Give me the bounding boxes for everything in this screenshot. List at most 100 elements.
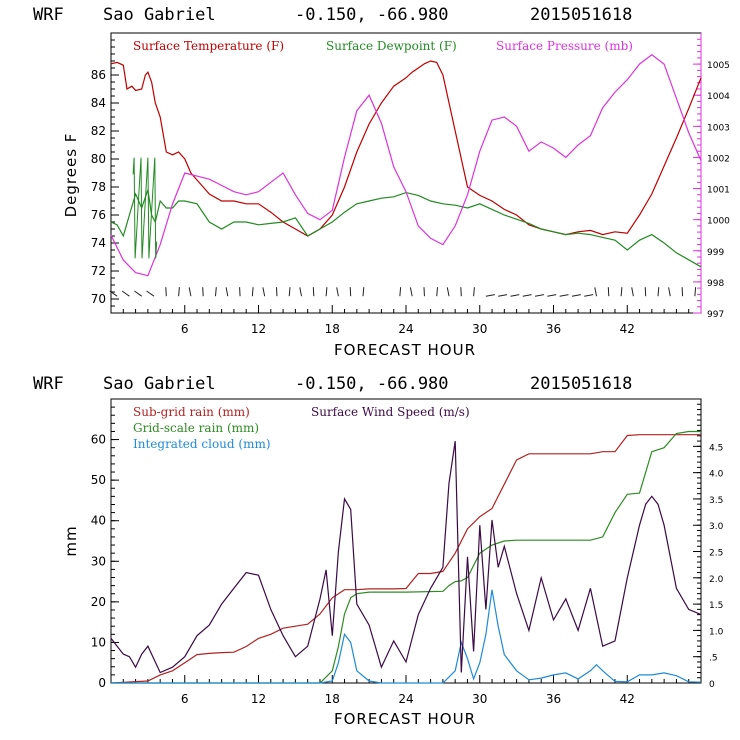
top-y2tick-label: 998 bbox=[707, 279, 724, 289]
wind-barb bbox=[312, 287, 315, 297]
top-y2tick-label: 1003 bbox=[707, 123, 730, 133]
legend-subgrid-rain: Sub-grid rain (mm) bbox=[133, 405, 250, 419]
legend-integrated-cloud: Integrated cloud (mm) bbox=[133, 437, 271, 451]
top-ytick-label: 80 bbox=[91, 152, 106, 166]
bottom-xtick-label: 42 bbox=[620, 692, 635, 706]
top-plot-frame bbox=[110, 32, 702, 314]
top-y2tick-label: 997 bbox=[707, 310, 724, 320]
wind-barb bbox=[473, 287, 475, 297]
top-ytick-label: 86 bbox=[91, 68, 106, 82]
wind-barb bbox=[262, 287, 266, 297]
bottom-ytick-label: 0 bbox=[98, 676, 106, 690]
bottom-axis-ticks: 6 12 18 24 30 36 42 0 10 20 30 40 50 60 0 .5 1.0 1.5 2.0 2.… bbox=[91, 398, 724, 706]
top-ytick-label: 84 bbox=[91, 96, 106, 110]
wind-barb bbox=[522, 294, 532, 297]
bottom-y2tick-label: 2.0 bbox=[709, 575, 724, 585]
top-ytick-label: 72 bbox=[91, 264, 106, 278]
bottom-y-axis-label: mm bbox=[62, 525, 80, 556]
legend-wind-speed: Surface Wind Speed (m/s) bbox=[311, 405, 470, 419]
legend-dewpoint: Surface Dewpoint (F) bbox=[326, 39, 457, 53]
wind-barb bbox=[571, 294, 581, 297]
wind-barb bbox=[657, 287, 660, 297]
bottom-ytick-label: 60 bbox=[91, 433, 106, 447]
bottom-ytick-label: 20 bbox=[91, 595, 106, 609]
top-xtick-label: 12 bbox=[251, 322, 266, 336]
bottom-x-axis-label: FORECAST HOUR bbox=[334, 710, 476, 728]
wind-barb bbox=[251, 287, 254, 297]
wind-barb bbox=[584, 294, 594, 297]
wind-barb bbox=[631, 287, 634, 297]
bottom-y2tick-label: 1.0 bbox=[709, 627, 724, 637]
bottom-ytick-label: 40 bbox=[91, 514, 106, 528]
top-xtick-label: 18 bbox=[325, 322, 340, 336]
wind-barb bbox=[607, 287, 610, 297]
temperature-line bbox=[110, 60, 702, 237]
pressure-line bbox=[110, 54, 702, 277]
top-xtick-label: 42 bbox=[620, 322, 635, 336]
wind-barb bbox=[668, 287, 671, 297]
wind-barb bbox=[188, 287, 192, 297]
wind-barb bbox=[498, 294, 508, 297]
top-title-coords: -0.150, -66.980 bbox=[295, 5, 449, 25]
wind-barb bbox=[485, 294, 495, 297]
wind-barb bbox=[325, 287, 328, 297]
bottom-y2tick-label: 3.0 bbox=[709, 522, 724, 532]
top-title-station: Sao Gabriel bbox=[103, 5, 216, 25]
bottom-panel: WRF Sao Gabriel -0.150, -66.980 20150516… bbox=[33, 374, 724, 728]
wind-barb bbox=[178, 287, 180, 297]
top-xtick-label: 30 bbox=[472, 322, 487, 336]
integrated-cloud-line bbox=[111, 589, 702, 684]
wind-barb bbox=[559, 294, 569, 297]
top-y2tick-label: 999 bbox=[707, 248, 724, 258]
top-ytick-label: 74 bbox=[91, 236, 106, 250]
bottom-y2tick-label: 4.0 bbox=[709, 470, 724, 480]
wind-barb bbox=[399, 287, 402, 297]
wind-barb bbox=[620, 287, 623, 297]
top-ytick-label: 76 bbox=[91, 208, 106, 222]
wind-barb bbox=[547, 294, 557, 297]
bottom-y2tick-label: 4.5 bbox=[709, 443, 723, 453]
top-xtick-label: 24 bbox=[398, 322, 413, 336]
wind-barb bbox=[165, 287, 167, 297]
top-xtick-label: 6 bbox=[181, 322, 189, 336]
wind-barbs bbox=[109, 287, 697, 297]
wind-barb bbox=[594, 287, 598, 297]
bottom-y2tick-label: 1.5 bbox=[709, 601, 723, 611]
subgrid-rain-line bbox=[110, 434, 701, 684]
top-xtick-label: 36 bbox=[546, 322, 561, 336]
top-title-init: 2015051618 bbox=[530, 5, 632, 25]
top-series bbox=[110, 54, 702, 277]
legend-temp: Surface Temperature (F) bbox=[133, 39, 284, 53]
top-ytick-label: 82 bbox=[91, 124, 106, 138]
bottom-xtick-label: 24 bbox=[398, 692, 413, 706]
wind-barb bbox=[336, 287, 339, 297]
top-y2tick-label: 1002 bbox=[707, 154, 730, 164]
bottom-xtick-label: 18 bbox=[325, 692, 340, 706]
wind-barb bbox=[134, 290, 143, 297]
bottom-title-station: Sao Gabriel bbox=[103, 374, 216, 394]
top-y2tick-label: 1001 bbox=[707, 186, 730, 196]
top-axis-ticks: 6 12 18 24 30 36 42 70 72 74 76 78 80 82 84 86 997 998 999… bbox=[91, 32, 730, 336]
bottom-xtick-label: 30 bbox=[472, 692, 487, 706]
wind-barb bbox=[146, 290, 155, 297]
top-y2tick-label: 1004 bbox=[707, 92, 730, 102]
wind-barb bbox=[446, 287, 450, 297]
wind-barb bbox=[694, 287, 697, 297]
bottom-title-model: WRF bbox=[33, 374, 64, 394]
top-y-axis-label: Degrees F bbox=[62, 133, 80, 218]
bottom-y2tick-label: 2.5 bbox=[709, 549, 723, 559]
wind-barb bbox=[409, 287, 413, 297]
top-y2tick-label: 1005 bbox=[707, 61, 730, 71]
legend-gridscale-rain: Grid-scale rain (mm) bbox=[133, 421, 259, 435]
bottom-xtick-label: 36 bbox=[546, 692, 561, 706]
top-title-model: WRF bbox=[33, 5, 64, 25]
bottom-xtick-label: 6 bbox=[181, 692, 189, 706]
wind-barb bbox=[121, 290, 130, 297]
wind-barb bbox=[460, 287, 462, 297]
wind-barb bbox=[299, 287, 303, 297]
legend-pressure: Surface Pressure (mb) bbox=[496, 39, 633, 53]
bottom-y2tick-label: .5 bbox=[709, 654, 718, 664]
gridscale-rain-line bbox=[111, 430, 701, 684]
bottom-title-init: 2015051618 bbox=[530, 374, 632, 394]
